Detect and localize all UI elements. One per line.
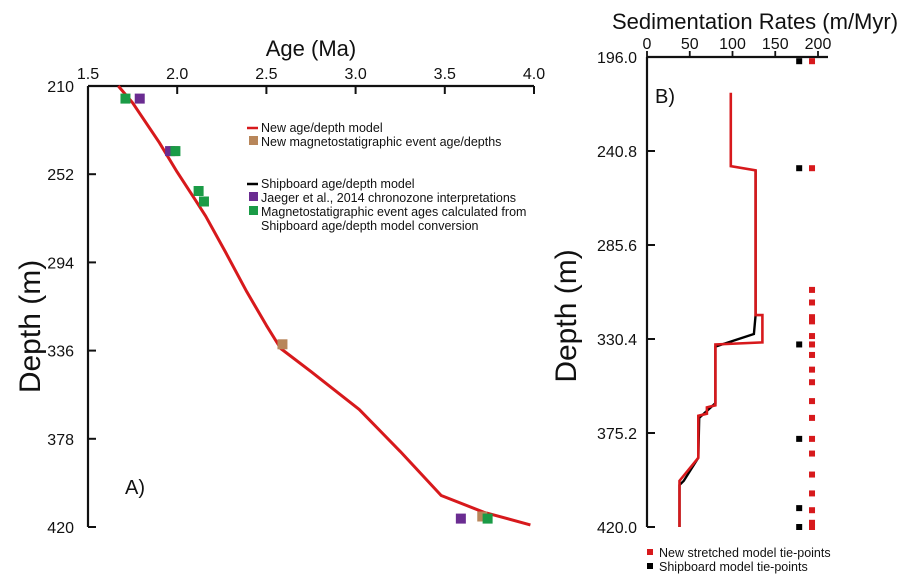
x-tick-label: 4.0 [523,66,545,83]
tie-point-marker-2 [809,519,816,526]
x-tick-label: 50 [681,36,699,53]
series-line-0 [117,85,531,527]
tie-point-marker-2 [809,414,816,421]
data-marker-3 [134,93,145,104]
legend-label: New stretched model tie-points [659,546,831,560]
legend-label: New age/depth model [261,121,383,135]
series-line-1 [678,170,757,527]
chart-panel-b: 0 50 100 150 200 196.0 240.8 285.6 330.4 375.2 420… [550,9,898,574]
x-tick-label: 200 [805,36,832,53]
x-tick-label: 100 [719,36,746,53]
legend-square-swatch [249,136,258,145]
tie-point-marker-3 [796,524,803,530]
tie-point-marker-2 [809,524,816,530]
tie-point-marker-2 [809,435,816,442]
tie-point-marker-2 [809,366,816,373]
tie-point-marker-2 [809,299,816,306]
tie-point-marker-2 [809,507,816,514]
tie-point-marker-2 [809,58,816,65]
y-tick-label: 285.6 [597,238,637,255]
chart-panel-a: 1.5 2.0 2.5 3.0 3.5 4.0 210 252 294 336 378 420 Age … [14,36,545,537]
tie-point-marker-2 [809,318,816,325]
legend-label: Shipboard age/depth model [261,177,415,191]
data-marker-4 [120,93,131,104]
x-axis-title: Sedimentation Rates (m/Myr) [612,9,898,34]
panel-label: B) [655,86,675,108]
tie-point-marker-2 [809,333,816,340]
x-tick-label: 0 [643,36,652,53]
y-tick-label: 252 [47,167,74,184]
y-tick-label: 378 [47,432,74,449]
tie-point-marker-2 [809,314,816,321]
tie-point-marker-3 [796,165,803,172]
tie-point-marker-2 [809,165,816,172]
tie-point-marker-3 [796,505,803,512]
y-axis-title: Depth (m) [550,249,583,382]
y-tick-label: 210 [47,79,74,96]
y-tick-label: 420.0 [597,520,637,537]
tie-point-marker-2 [809,286,816,293]
x-axis-title: Age (Ma) [266,36,356,61]
data-marker-4 [198,196,209,207]
x-tick-label: 2.0 [166,66,188,83]
tie-point-marker-3 [796,435,803,442]
tie-point-marker-2 [809,490,816,497]
data-marker-4 [482,513,493,524]
y-tick-label: 420 [47,520,74,537]
legend-label: Shipboard model tie-points [659,560,808,574]
legend-square-swatch [249,206,258,215]
x-tick-label: 3.5 [434,66,456,83]
y-tick-label: 196.0 [597,50,637,67]
data-marker-4 [193,186,204,196]
tie-point-marker-2 [809,398,816,405]
legend-label: New magnetostatigraphic event age/depths [261,135,501,149]
data-marker-3 [455,513,466,524]
legend-square-swatch [647,549,653,555]
tie-point-marker-2 [809,379,816,386]
y-tick-label: 336 [47,344,74,361]
tie-point-marker-2 [809,450,816,457]
tie-point-marker-2 [809,471,816,478]
y-tick-label: 375.2 [597,426,637,443]
y-tick-label: 240.8 [597,144,637,161]
tie-point-marker-2 [809,351,816,358]
tie-point-marker-2 [809,341,816,348]
data-marker-4 [170,146,181,157]
series-line-0 [678,92,764,527]
x-tick-label: 150 [762,36,789,53]
data-marker-2 [477,511,488,522]
data-marker-2 [277,339,288,350]
legend-square-swatch [647,563,653,569]
panel-label: A) [125,477,145,499]
legend-label: Shipboard age/depth model conversion [261,219,479,233]
x-tick-label: 2.5 [255,66,277,83]
y-tick-label: 294 [47,255,74,272]
tie-point-marker-3 [796,341,803,348]
legend-square-swatch [249,192,258,201]
legend-label: Jaeger et al., 2014 chronozone interpret… [261,191,516,205]
x-tick-label: 3.0 [344,66,366,83]
data-marker-3 [165,146,176,157]
x-tick-label: 1.5 [77,66,99,83]
tie-point-marker-3 [796,58,803,65]
y-tick-label: 330.4 [597,332,637,349]
legend-label: Magnetostatigraphic event ages calculate… [261,205,526,219]
y-axis-title: Depth (m) [14,260,47,393]
